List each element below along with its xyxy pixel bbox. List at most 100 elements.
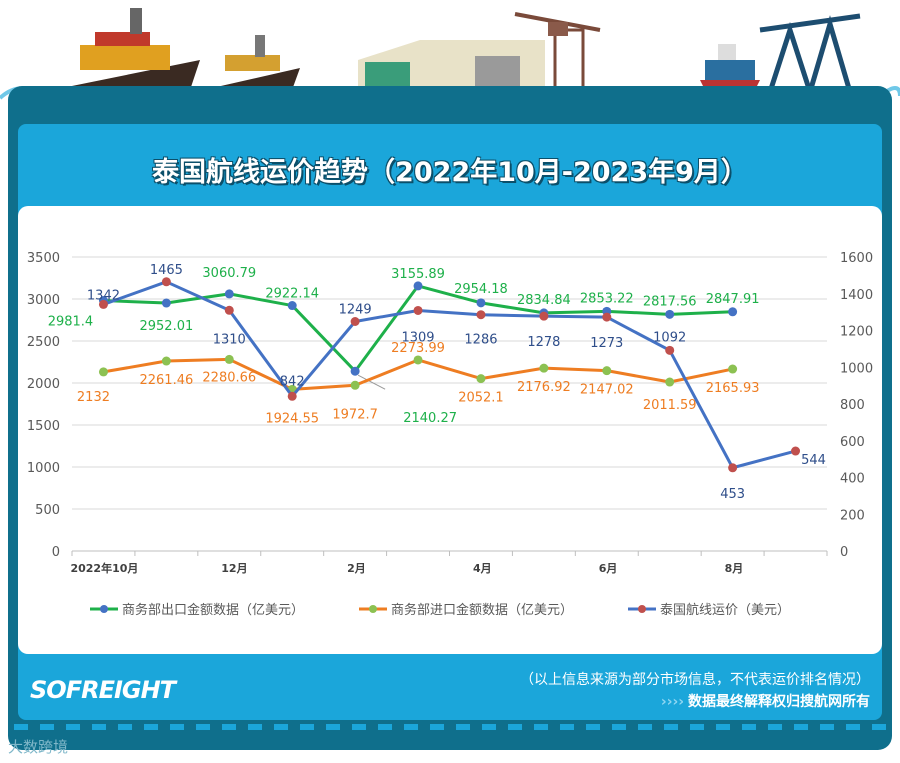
data-point: [476, 374, 486, 384]
legend-label: 商务部出口金额数据（亿美元）: [122, 602, 304, 618]
data-point: [476, 298, 486, 308]
data-label: 2981.4: [48, 315, 94, 330]
crane-icon: [514, 12, 601, 92]
y-left-tick-label: 1500: [27, 419, 60, 434]
legend-label: 泰国航线运价（美元）: [660, 602, 790, 618]
data-point: [350, 366, 360, 376]
y-right-tick-label: 1400: [840, 288, 873, 303]
y-left-tick-label: 2500: [27, 335, 60, 350]
data-label: 2273.99: [391, 341, 445, 356]
y-right-tick-label: 1000: [840, 361, 873, 376]
x-tick-label: 8月: [725, 562, 744, 575]
rights-text: 数据最终解释权归搜航网所有: [688, 694, 870, 710]
data-point: [224, 305, 234, 315]
cargo-ship-small-icon: [212, 35, 300, 90]
leader-line: [357, 374, 386, 390]
y-left-tick-label: 2000: [27, 377, 60, 392]
data-point: [791, 446, 801, 456]
data-point: [728, 463, 738, 473]
data-label: 3060.79: [202, 266, 256, 281]
data-label: 2261.46: [139, 373, 193, 388]
chevrons-icon: ››››: [660, 694, 684, 710]
data-label: 453: [720, 487, 745, 502]
data-point: [287, 391, 297, 401]
y-left-tick-label: 3000: [27, 293, 60, 308]
data-label: 1310: [213, 332, 246, 347]
data-label: 1972.7: [332, 407, 378, 422]
data-label: 1092: [653, 330, 686, 345]
data-label: 1249: [339, 302, 372, 317]
rights-note: ›››› 数据最终解释权归搜航网所有: [661, 691, 870, 711]
data-point: [602, 366, 612, 376]
data-label: 1286: [464, 333, 497, 348]
data-point: [665, 377, 675, 387]
data-label: 2954.18: [454, 282, 508, 297]
data-label: 2011.59: [643, 398, 697, 413]
data-label: 842: [280, 374, 305, 389]
data-label: 2280.66: [202, 370, 256, 385]
data-point: [350, 380, 360, 390]
x-tick-label: 2022年10月: [70, 561, 138, 575]
data-point: [98, 367, 108, 377]
data-label: 3155.89: [391, 267, 445, 282]
data-point: [539, 363, 549, 373]
y-right-tick-label: 600: [840, 435, 865, 450]
data-label: 2176.92: [517, 380, 571, 395]
data-label: 2817.56: [643, 294, 697, 309]
data-label: 1278: [527, 335, 560, 350]
data-label: 1342: [87, 288, 120, 303]
data-label: 2853.22: [580, 291, 634, 306]
data-label: 2847.91: [706, 292, 760, 307]
x-tick-label: 2月: [347, 562, 366, 575]
data-point: [413, 281, 423, 291]
cargo-ship-icon: [62, 8, 200, 90]
y-right-tick-label: 1600: [840, 251, 873, 266]
data-point: [287, 301, 297, 311]
chart-card: [18, 206, 882, 654]
y-left-tick-label: 3500: [27, 251, 60, 266]
data-point: [665, 309, 675, 319]
data-point: [728, 364, 738, 374]
legend-marker: [638, 605, 646, 613]
source-note: （以上信息来源为部分市场信息，不代表运价排名情况）: [520, 672, 870, 688]
sofreight-logo: SOFREIGHT: [30, 676, 176, 704]
data-point: [665, 345, 675, 355]
data-label: 1924.55: [265, 411, 319, 426]
y-right-tick-label: 1200: [840, 325, 873, 340]
data-point: [161, 298, 171, 308]
y-right-tick-label: 400: [840, 472, 865, 487]
series-line: [102, 280, 796, 470]
legend-marker: [100, 605, 108, 613]
chart-title: 泰国航线运价趋势（2022年10月-2023年9月）: [152, 157, 748, 188]
legend-marker: [369, 605, 377, 613]
data-point: [413, 305, 423, 315]
data-label: 2922.14: [265, 287, 319, 302]
data-label: 2147.02: [580, 383, 634, 398]
watermark: 大数跨境: [8, 738, 69, 756]
port-crane-icon: [759, 13, 861, 93]
x-tick-label: 12月: [221, 562, 247, 575]
legend-label: 商务部进口金额数据（亿美元）: [391, 602, 573, 618]
y-right-tick-label: 800: [840, 398, 865, 413]
warehouse-icon: [358, 40, 545, 90]
data-label: 2052.1: [458, 391, 504, 406]
data-label: 2834.84: [517, 293, 571, 308]
data-label: 2140.27: [403, 411, 457, 426]
data-point: [224, 354, 234, 364]
data-label: 544: [801, 453, 826, 468]
data-point: [728, 307, 738, 317]
data-label: 1465: [150, 263, 183, 278]
data-label: 1309: [401, 330, 434, 345]
y-right-tick-label: 0: [840, 545, 848, 560]
y-left-tick-label: 1000: [27, 461, 60, 476]
y-right-tick-label: 200: [840, 508, 865, 523]
x-tick-label: 4月: [473, 562, 492, 575]
dashed-border-decoration: [14, 724, 886, 730]
data-point: [161, 356, 171, 366]
data-point: [476, 310, 486, 320]
data-point: [602, 312, 612, 322]
y-left-tick-label: 500: [35, 503, 60, 518]
data-label: 2165.93: [706, 381, 760, 396]
data-point: [350, 316, 360, 326]
